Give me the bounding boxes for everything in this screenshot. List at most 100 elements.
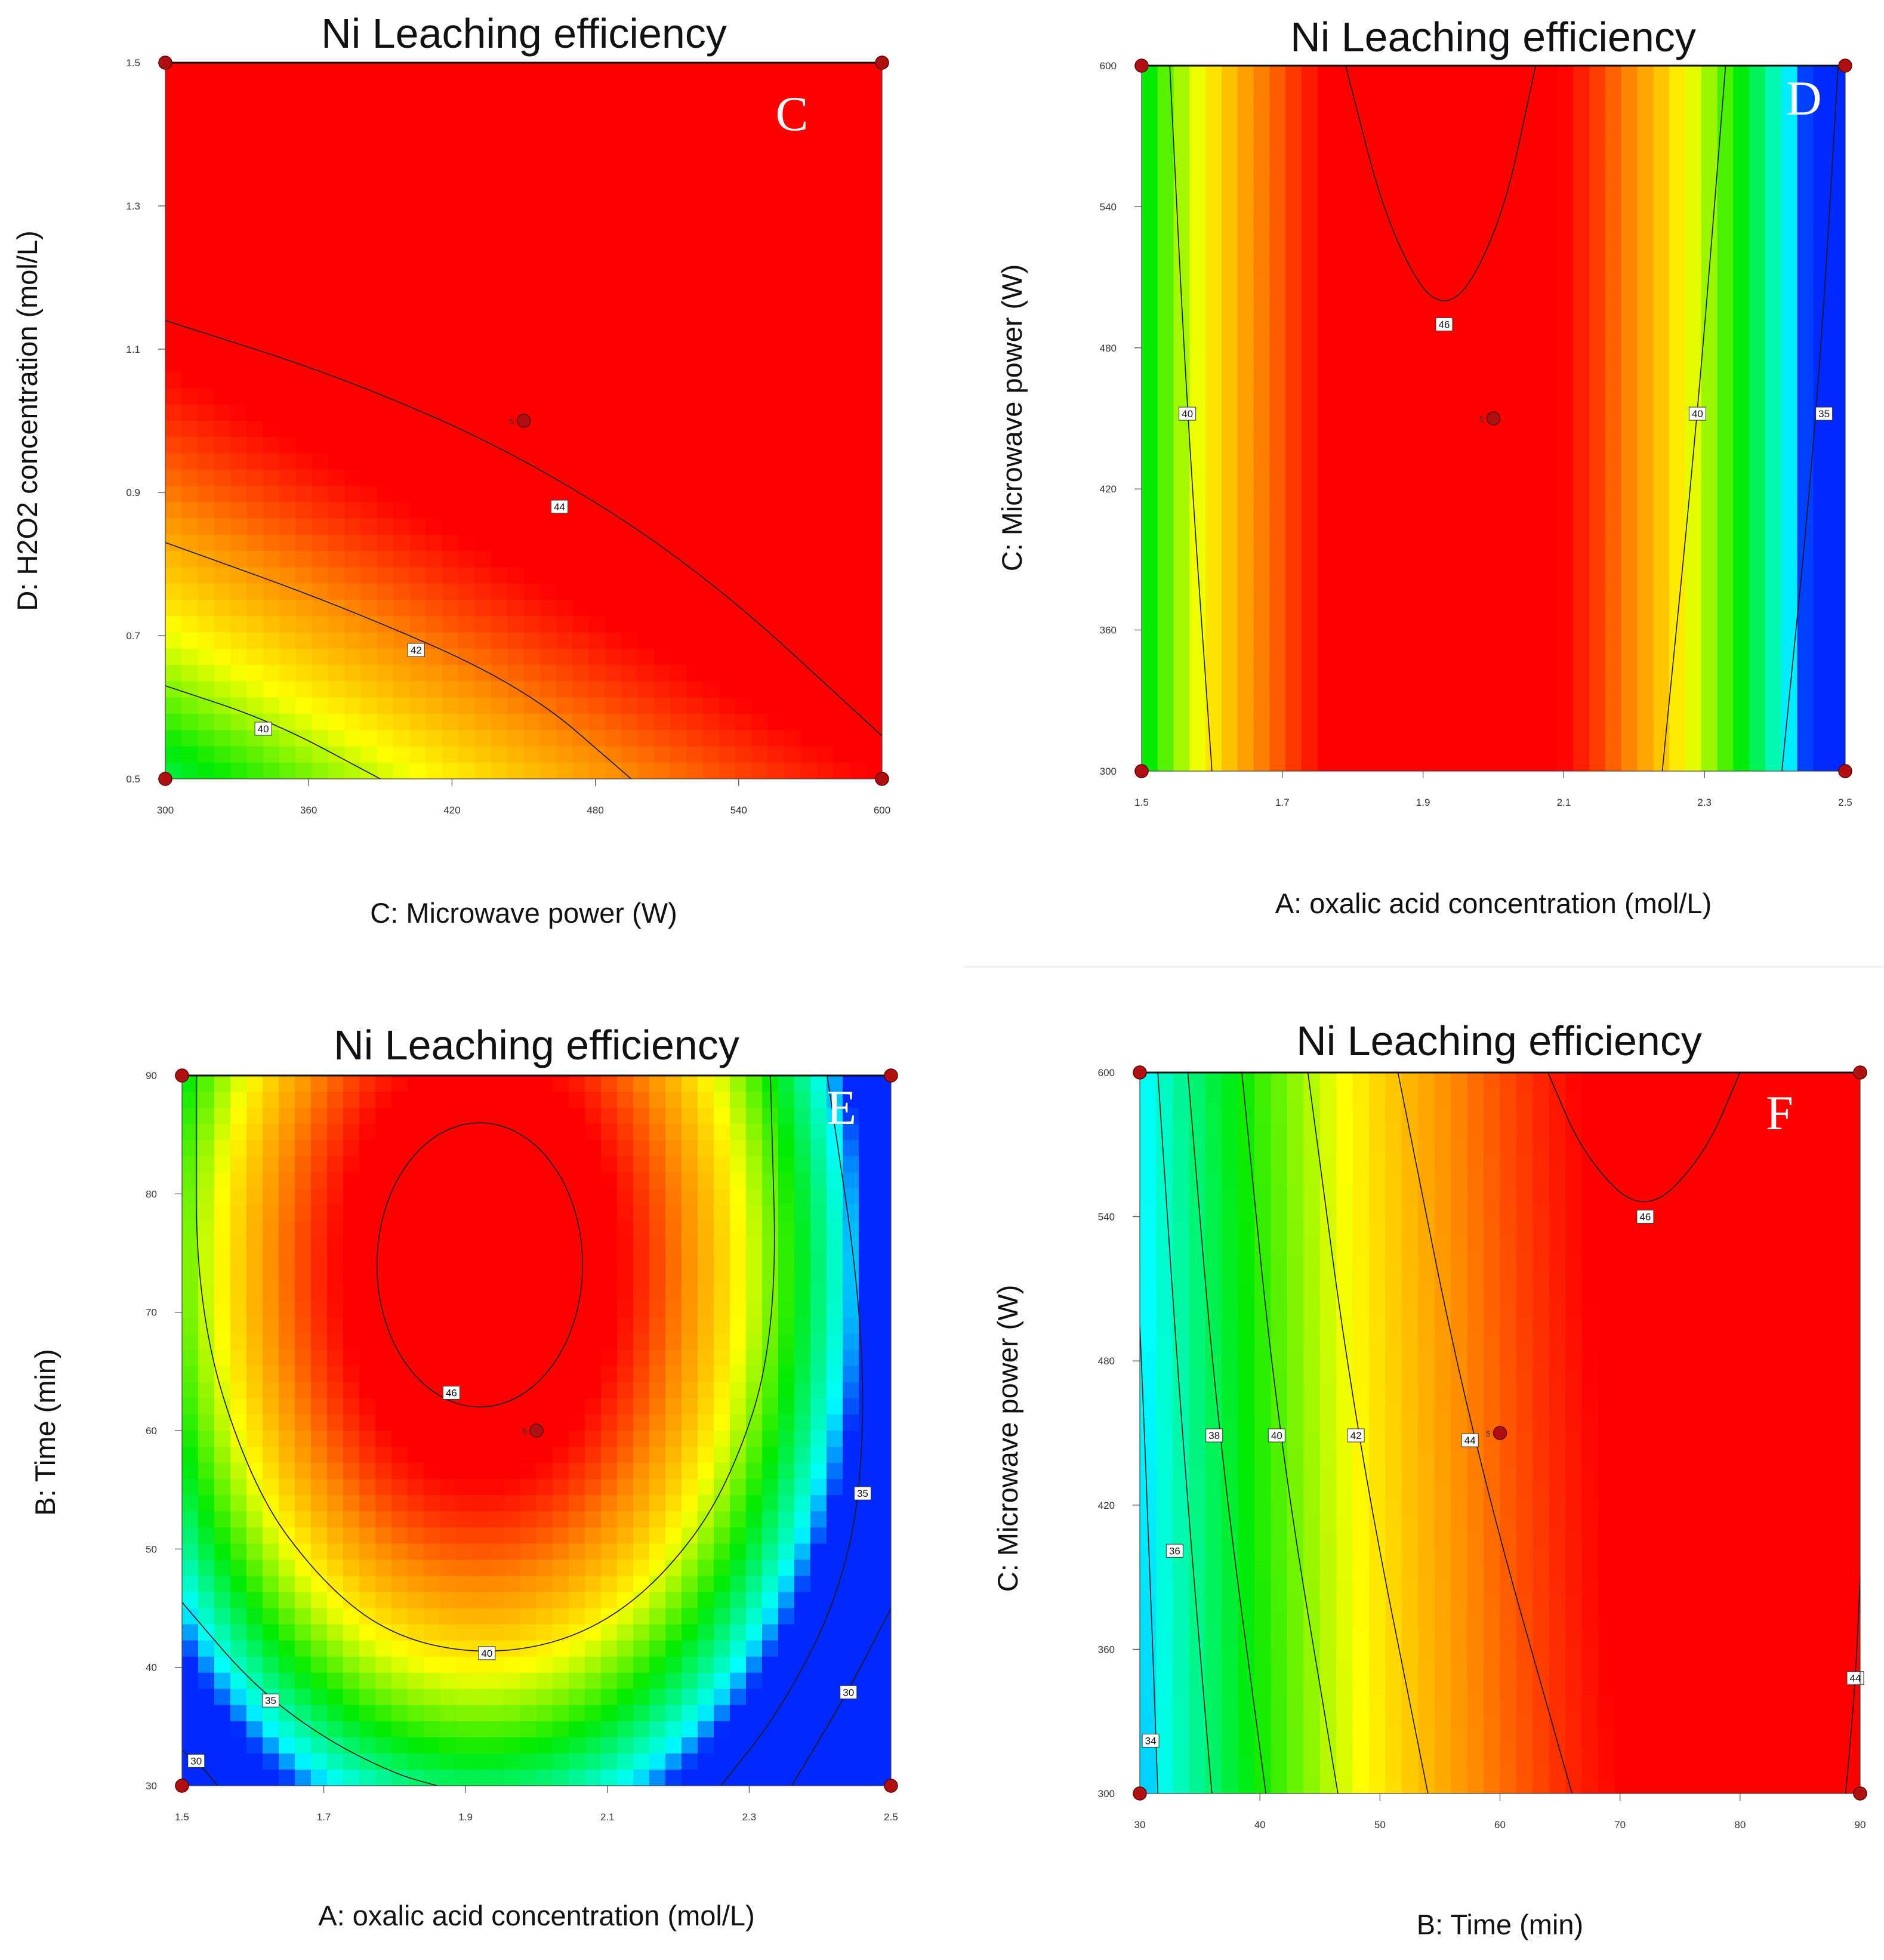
surface-cell bbox=[230, 453, 248, 470]
surface-cell bbox=[719, 290, 736, 307]
surface-cell bbox=[343, 1672, 360, 1690]
surface-cell bbox=[1445, 402, 1462, 419]
surface-cell bbox=[1525, 130, 1542, 147]
surface-cell bbox=[1365, 466, 1382, 483]
surface-cell bbox=[735, 225, 753, 242]
surface-cell bbox=[1493, 531, 1510, 547]
surface-cell bbox=[440, 1188, 457, 1206]
surface-cell bbox=[1397, 723, 1414, 740]
surface-cell bbox=[246, 1092, 263, 1108]
surface-cell bbox=[1157, 242, 1174, 259]
surface-cell bbox=[375, 1075, 392, 1092]
surface-cell bbox=[1605, 370, 1622, 387]
surface-cell bbox=[230, 307, 248, 324]
surface-cell bbox=[409, 421, 427, 438]
surface-cell bbox=[1189, 370, 1206, 387]
surface-cell bbox=[1621, 338, 1638, 355]
surface-cell bbox=[442, 453, 460, 470]
surface-cell bbox=[1717, 274, 1734, 291]
surface-cell bbox=[263, 290, 280, 307]
surface-cell bbox=[393, 144, 411, 161]
surface-cell bbox=[425, 746, 443, 763]
surface-cell bbox=[488, 1608, 505, 1625]
surface-cell bbox=[1749, 226, 1766, 243]
surface-cell bbox=[474, 583, 492, 600]
surface-cell bbox=[327, 1398, 344, 1415]
surface-cell bbox=[1365, 531, 1382, 547]
surface-cell bbox=[719, 534, 736, 551]
surface-cell bbox=[1429, 354, 1446, 371]
surface-cell bbox=[1397, 402, 1414, 419]
surface-cell bbox=[295, 486, 313, 503]
surface-cell bbox=[1653, 643, 1670, 660]
surface-cell bbox=[198, 290, 215, 307]
surface-cell bbox=[165, 274, 183, 291]
surface-cell bbox=[1365, 209, 1382, 227]
surface-cell bbox=[263, 63, 280, 80]
surface-cell bbox=[343, 1366, 360, 1383]
surface-cell bbox=[1317, 594, 1334, 612]
surface-cell bbox=[182, 1237, 199, 1254]
surface-cell bbox=[456, 1204, 473, 1222]
surface-cell bbox=[214, 1124, 231, 1141]
surface-cell bbox=[1317, 290, 1334, 307]
surface-cell bbox=[784, 486, 801, 503]
surface-cell bbox=[572, 518, 590, 535]
surface-cell bbox=[1541, 755, 1558, 771]
surface-cell bbox=[1621, 354, 1638, 371]
surface-cell bbox=[279, 63, 297, 80]
surface-cell bbox=[456, 1269, 473, 1286]
surface-cell bbox=[1813, 594, 1830, 612]
surface-cell bbox=[767, 551, 785, 568]
surface-cell bbox=[295, 1188, 312, 1206]
surface-cell bbox=[1733, 338, 1750, 355]
surface-cell bbox=[230, 144, 248, 161]
surface-cell bbox=[1349, 146, 1366, 162]
surface-cell bbox=[344, 79, 362, 96]
surface-cell bbox=[572, 258, 590, 275]
surface-cell bbox=[1813, 691, 1830, 708]
surface-cell bbox=[1749, 242, 1766, 259]
surface-cell bbox=[393, 193, 411, 210]
surface-cell bbox=[1333, 402, 1350, 419]
surface-cell bbox=[230, 1640, 247, 1657]
surface-cell bbox=[1397, 193, 1414, 211]
surface-cell bbox=[1621, 546, 1638, 563]
surface-cell bbox=[456, 1543, 473, 1561]
surface-cell bbox=[344, 437, 362, 454]
surface-cell bbox=[686, 681, 704, 698]
surface-cell bbox=[849, 258, 867, 275]
surface-cell bbox=[279, 1366, 295, 1383]
surface-cell bbox=[536, 1269, 553, 1286]
surface-cell bbox=[1461, 386, 1478, 403]
surface-cell bbox=[653, 437, 671, 454]
surface-cell bbox=[1685, 370, 1702, 387]
surface-cell bbox=[1637, 755, 1654, 771]
surface-cell bbox=[1525, 450, 1542, 467]
surface-cell bbox=[1733, 739, 1750, 756]
surface-cell bbox=[295, 534, 313, 551]
surface-cell bbox=[1557, 434, 1574, 451]
surface-cell bbox=[246, 453, 264, 470]
surface-cell bbox=[424, 1753, 440, 1770]
surface-cell bbox=[327, 1237, 344, 1254]
surface-cell bbox=[246, 1769, 263, 1786]
surface-cell bbox=[344, 534, 362, 551]
surface-cell bbox=[312, 534, 329, 551]
surface-cell bbox=[849, 323, 867, 340]
surface-cell bbox=[784, 648, 801, 665]
surface-cell bbox=[686, 209, 704, 226]
surface-cell bbox=[816, 209, 834, 226]
surface-cell bbox=[1173, 643, 1191, 660]
surface-cell bbox=[735, 111, 753, 128]
surface-cell bbox=[311, 1608, 328, 1625]
surface-cell bbox=[605, 437, 622, 454]
surface-cell bbox=[1157, 755, 1174, 771]
surface-cell bbox=[1653, 418, 1670, 435]
surface-cell bbox=[1813, 81, 1830, 98]
surface-cell bbox=[295, 63, 313, 80]
surface-cell bbox=[719, 665, 736, 682]
surface-cell bbox=[474, 355, 492, 372]
surface-cell bbox=[784, 290, 801, 307]
surface-cell bbox=[1509, 674, 1526, 692]
